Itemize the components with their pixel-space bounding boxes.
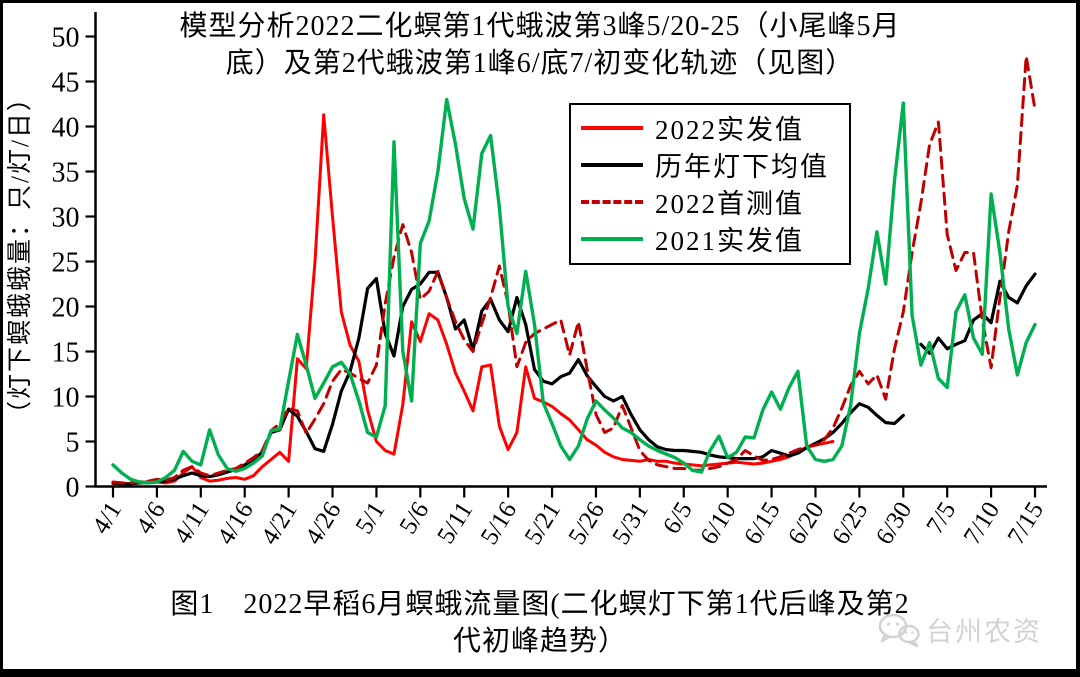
svg-text:6/25: 6/25 [827,497,873,549]
legend-label: 2022首测值 [655,189,804,219]
svg-text:6/30: 6/30 [871,497,917,549]
svg-text:50: 50 [52,23,80,54]
watermark-text: 台州农资 [926,617,1042,647]
legend-item: 2022实发值 [581,109,839,146]
legend-label: 2021实发值 [655,226,804,256]
legend-item: 2021实发值 [581,220,839,257]
svg-text:6/10: 6/10 [695,497,741,549]
svg-text:10: 10 [52,383,80,414]
svg-text:35: 35 [52,158,80,189]
svg-text:15: 15 [52,338,80,369]
wechat-icon [878,613,920,647]
svg-text:4/11: 4/11 [169,497,215,548]
svg-text:5/1: 5/1 [351,497,391,538]
svg-text:5/26: 5/26 [564,497,610,549]
chart-title-line1: 模型分析2022二化螟第1代蛾波第3峰5/20-25（小尾峰5月 [179,11,901,42]
svg-text:5/21: 5/21 [520,497,566,549]
svg-text:6/20: 6/20 [783,497,829,549]
svg-text:6/5: 6/5 [658,497,698,538]
legend-line-sample-2022-first-measured [581,199,643,204]
y-axis-label: （灯下螟蛾蛾量：只/灯/日） [7,84,34,426]
svg-text:4/21: 4/21 [256,497,302,549]
svg-text:5/31: 5/31 [607,497,653,549]
svg-text:4/26: 4/26 [300,497,346,549]
svg-text:7/5: 7/5 [921,497,961,538]
svg-text:30: 30 [52,203,80,234]
figure-caption: 图1 2022早稻6月螟蛾流量图(二化螟灯下第1代后峰及第2 代初峰趋势） [95,586,985,660]
legend-item: 2022首测值 [581,183,839,220]
legend-item: 历年灯下均值 [581,146,839,183]
chart-title-line2: 底）及第2代蛾波第1峰6/底7/初变化轨迹（见图） [225,48,855,79]
legend-label: 历年灯下均值 [655,152,829,182]
legend-label: 2022实发值 [655,115,804,145]
svg-text:5/11: 5/11 [432,497,478,548]
legend: 2022实发值 历年灯下均值 2022首测值 2021实发值 [569,103,851,265]
legend-line-sample-2021-actual [581,236,643,241]
svg-text:7/15: 7/15 [1003,497,1049,549]
svg-text:5/16: 5/16 [476,497,522,549]
figure-caption-line1: 图1 2022早稻6月螟蛾流量图(二化螟灯下第1代后峰及第2 [170,589,910,620]
svg-text:5/6: 5/6 [395,497,435,538]
svg-text:5: 5 [66,428,80,459]
svg-text:6/15: 6/15 [739,497,785,549]
watermark: 台州农资 [876,610,1042,649]
legend-line-sample-2022-actual [581,125,643,130]
svg-text:0: 0 [66,473,80,504]
svg-text:20: 20 [52,293,80,324]
svg-text:45: 45 [52,68,80,99]
svg-text:4/16: 4/16 [212,497,258,549]
figure-caption-line2: 代初峰趋势） [452,626,627,657]
svg-text:40: 40 [52,113,80,144]
chart-title: 模型分析2022二化螟第1代蛾波第3峰5/20-25（小尾峰5月 底）及第2代蛾… [95,8,985,82]
legend-line-sample-historical-mean [581,162,643,167]
svg-text:7/10: 7/10 [959,497,1005,549]
svg-text:4/6: 4/6 [131,497,171,538]
svg-text:25: 25 [52,248,80,279]
svg-text:4/1: 4/1 [87,497,127,538]
